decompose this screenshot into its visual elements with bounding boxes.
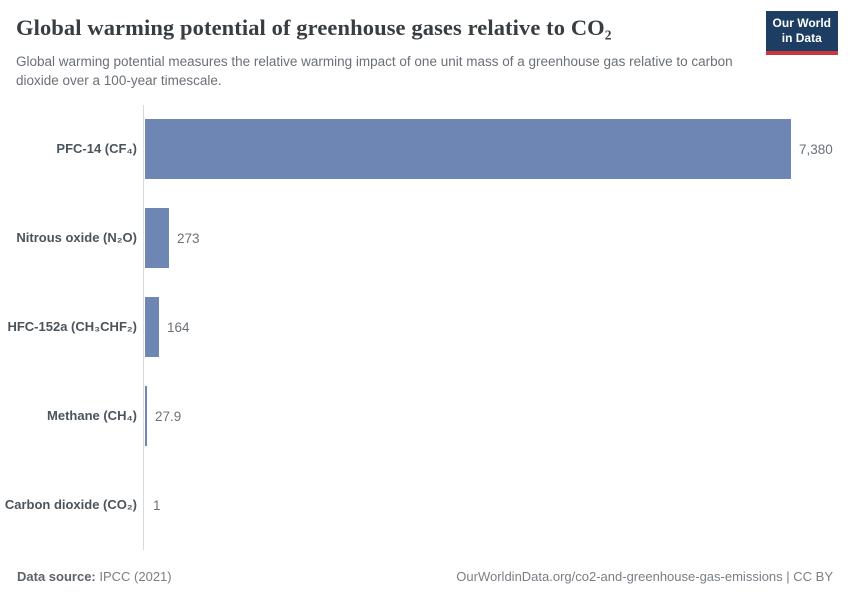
owid-logo-line2: in Data (781, 31, 822, 46)
category-label: Methane (CH₄) (47, 408, 137, 424)
value-label: 164 (167, 320, 190, 335)
category-label: HFC-152a (CH₃CHF₂) (7, 319, 137, 335)
chart-row: HFC-152a (CH₃CHF₂) 164 (0, 283, 850, 372)
owid-logo: Our World in Data (765, 11, 838, 55)
chart-row: Nitrous oxide (N₂O) 273 (0, 194, 850, 283)
bar[interactable] (145, 119, 791, 179)
data-source: Data source: IPCC (2021) (17, 569, 172, 584)
category-label: PFC-14 (CF₄) (56, 141, 137, 157)
value-label: 27.9 (155, 409, 182, 424)
owid-logo-line1: Our World (772, 16, 831, 30)
chart-footer: Data source: IPCC (2021) OurWorldinData.… (17, 569, 833, 584)
chart-title: Global warming potential of greenhouse g… (16, 15, 612, 40)
chart-row: PFC-14 (CF₄) 7,380 (0, 105, 850, 194)
category-label: Carbon dioxide (CO₂) (4, 497, 137, 513)
chart-area: PFC-14 (CF₄) 7,380 Nitrous oxide (N₂O) 273 H… (0, 105, 850, 550)
category-label: Nitrous oxide (N₂O) (16, 230, 137, 246)
chart-row: Methane (CH₄) 27.9 (0, 372, 850, 461)
bar[interactable] (145, 386, 147, 446)
bar[interactable] (145, 297, 159, 357)
value-label: 1 (153, 498, 161, 513)
bar[interactable] (145, 208, 169, 268)
value-label: 273 (177, 231, 200, 246)
data-source-value: IPCC (2021) (95, 569, 172, 584)
chart-row: Carbon dioxide (CO₂) 1 (0, 461, 850, 550)
owid-url-link[interactable]: OurWorldinData.org/co2-and-greenhouse-ga… (456, 569, 833, 584)
value-label: 7,380 (799, 142, 833, 157)
data-source-label: Data source: (17, 569, 96, 584)
chart-subtitle: Global warming potential measures the re… (16, 54, 733, 89)
y-axis-line (143, 105, 144, 550)
